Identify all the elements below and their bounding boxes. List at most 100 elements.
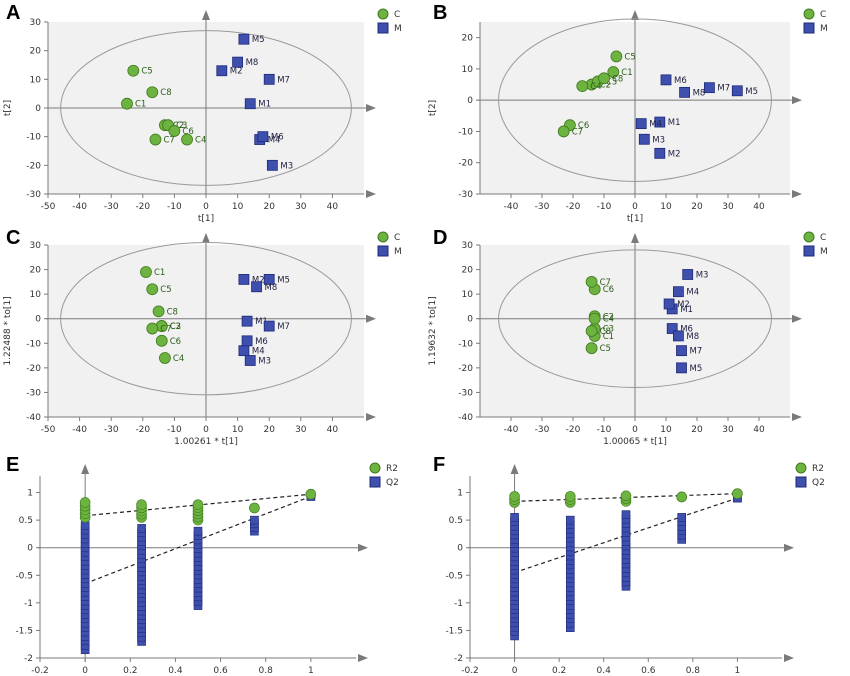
x-tick-label: -50 <box>41 202 56 212</box>
point-label-m3: M3 <box>258 356 271 366</box>
r2-point <box>732 488 743 499</box>
y-tick-label: -1 <box>454 599 463 609</box>
panel-d: D -40 -30 -20 -10 0 10 20 30 40 -40 -30 -20 -10 0 10 20 3… <box>425 225 850 450</box>
point-label-c3: C3 <box>176 121 187 131</box>
y-tick-label: 20 <box>30 47 42 57</box>
y-tick-label: -10 <box>458 127 473 137</box>
x-tick-label: 1 <box>735 666 741 676</box>
point-m5 <box>263 274 275 285</box>
point-m8 <box>672 330 684 342</box>
point-m8 <box>679 86 691 98</box>
y-tick-label: -10 <box>26 339 41 349</box>
y-tick-label: 0 <box>35 104 41 114</box>
point-label-m2: M2 <box>252 275 265 285</box>
x-tick-label: 0.6 <box>213 666 228 676</box>
legend-label-m: M <box>394 24 402 34</box>
legend-label-q2: Q2 <box>812 478 825 488</box>
y-tick-label: 20 <box>462 266 474 276</box>
point-m3 <box>638 133 650 145</box>
panel-f: F-0.200.20.40.60.81-2-1.5-1-0.500.51200 … <box>425 450 850 676</box>
q2-point <box>565 515 575 525</box>
point-c5 <box>146 283 159 296</box>
point-c5 <box>610 50 623 63</box>
x-tick-label: 0 <box>82 666 88 676</box>
point-label-m5: M5 <box>690 364 703 374</box>
point-c4 <box>159 352 171 364</box>
y-tick-label: 0.5 <box>449 516 463 526</box>
x-tick-label: -30 <box>104 202 119 212</box>
x-tick-label: 20 <box>263 202 275 212</box>
point-label-m2: M2 <box>230 67 243 77</box>
x-tick-label: -20 <box>566 202 581 212</box>
x-tick-label: -50 <box>41 425 56 435</box>
x-tick-label: 10 <box>232 425 244 435</box>
y-axis-arrow <box>510 464 519 474</box>
point-m4 <box>238 345 250 357</box>
point-label-m1: M1 <box>668 118 681 128</box>
legend-marker-q2 <box>795 476 807 488</box>
y-axis-label: t[2] <box>428 100 438 116</box>
x-tick-label: 40 <box>327 202 339 212</box>
point-m2 <box>238 274 250 285</box>
point-m1 <box>654 116 666 128</box>
x-tick-label: -10 <box>167 425 182 435</box>
point-label-m7: M7 <box>717 84 730 94</box>
y-tick-label: -0.5 <box>15 571 33 581</box>
point-m8 <box>251 281 262 293</box>
y-tick-label: 0 <box>457 544 463 554</box>
panel-a: A -50 -40 -30 -20 -10 0 10 20 30 40 -30 -20 -10 0 10 20 3… <box>0 0 425 225</box>
point-m6 <box>660 74 672 86</box>
x-tick-label: -40 <box>504 202 519 212</box>
x-tick-label: 40 <box>753 202 765 212</box>
x-axis-arrow <box>366 104 376 112</box>
x-axis-arrow <box>792 314 802 323</box>
x-tick-label: 0 <box>632 202 638 212</box>
point-c7 <box>557 125 570 138</box>
point-label-m7: M7 <box>690 347 703 357</box>
legend-label-c: C <box>820 233 826 243</box>
point-c8 <box>146 86 159 99</box>
x-tick-label: -20 <box>566 425 581 435</box>
y-tick-label: -20 <box>458 159 473 169</box>
point-m3 <box>266 159 278 171</box>
point-c4 <box>576 80 589 93</box>
y-tick-label: 30 <box>30 241 42 251</box>
x-tick-label: 0.2 <box>123 666 137 676</box>
hotelling-ellipse <box>498 249 772 389</box>
x-axis-label: t[1] <box>198 214 214 224</box>
panel-b: B -40 -30 -20 -10 0 10 20 30 40 -30 -20 -10 0 10 20 t[1]… <box>425 0 850 225</box>
legend-marker-c <box>377 231 389 243</box>
point-m2 <box>216 65 228 77</box>
q2-point <box>250 515 259 525</box>
legend-marker-m <box>377 245 389 257</box>
r2-point <box>509 491 520 502</box>
point-label-m8: M8 <box>693 88 706 98</box>
point-m7 <box>703 82 715 94</box>
hotelling-ellipse <box>60 30 352 186</box>
x-tick-label: 0.2 <box>552 666 566 676</box>
x-tick-axis-arrow <box>792 190 802 198</box>
chart-svg: -0.200.20.40.60.81-2-1.5-1-0.500.51200 p… <box>445 462 825 676</box>
legend-marker-m <box>803 245 815 257</box>
x-tick-label: 30 <box>295 202 307 212</box>
point-label-m8: M8 <box>686 332 699 342</box>
point-label-m3: M3 <box>280 161 293 171</box>
point-m6 <box>666 323 678 334</box>
point-label-m5: M5 <box>277 275 290 285</box>
legend-label-m: M <box>394 247 402 257</box>
chart-svg: -50 -40 -30 -20 -10 0 10 20 30 40 -30 -20 -10 0 10 20 30… <box>3 8 402 224</box>
point-label-m1: M1 <box>258 100 271 110</box>
x-tick-label: 10 <box>660 202 672 212</box>
y-tick-label: 0.5 <box>19 516 33 526</box>
x-axis-arrow <box>366 314 376 323</box>
y-axis-arrow <box>202 233 210 243</box>
point-label-m6: M6 <box>271 133 284 143</box>
point-m7 <box>263 73 275 85</box>
point-m7 <box>676 345 687 357</box>
point-label-c3: C3 <box>606 77 617 87</box>
y-tick-label: 0 <box>467 315 473 325</box>
x-tick-label: -20 <box>135 425 150 435</box>
x-tick-label: -30 <box>535 425 550 435</box>
x-tick-label: 20 <box>691 202 703 212</box>
x-tick-label: -0.2 <box>461 666 479 676</box>
